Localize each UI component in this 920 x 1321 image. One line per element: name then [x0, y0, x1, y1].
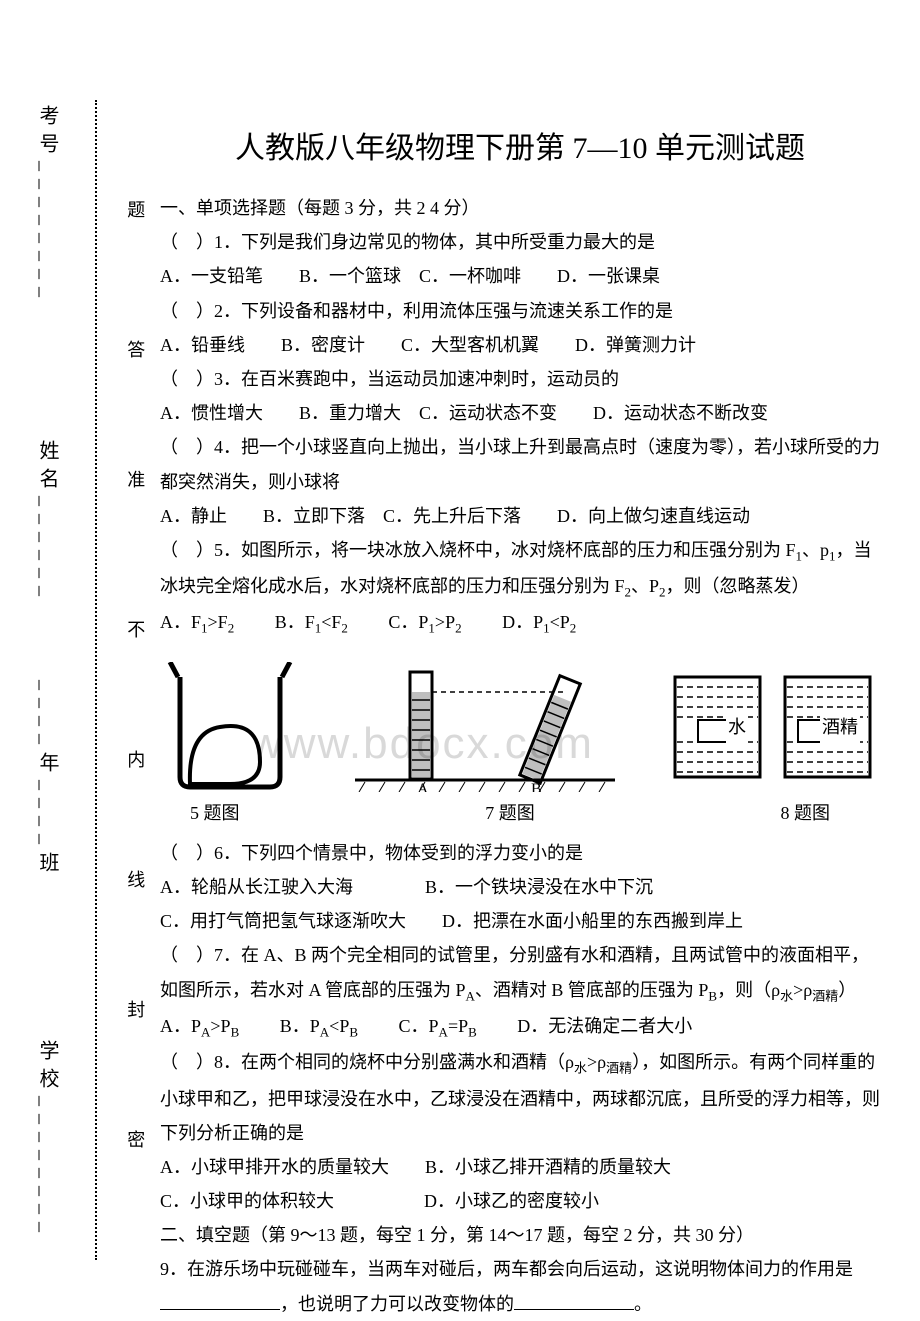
gutter-7: 密	[118, 1130, 152, 1150]
q5D2: <P	[550, 612, 570, 632]
label-examno: 考号________	[28, 105, 66, 305]
q5C: C．P	[388, 612, 428, 632]
q5B2: <F	[321, 612, 341, 632]
q8-a: （ ）8．在两个相同的烧杯中分别盛满水和酒精（ρ	[160, 1052, 574, 1072]
gutter-4: 内	[118, 750, 152, 770]
q4-opts: A．静止 B．立即下落 C．先上升后下落 D．向上做匀速直线运动	[160, 499, 880, 533]
q8-b: >ρ	[587, 1052, 606, 1072]
gutter-5: 线	[118, 870, 152, 890]
seal-line	[95, 100, 97, 1260]
q8-optsA: A．小球甲排开水的质量较大 B．小球乙排开酒精的质量较大	[160, 1150, 880, 1184]
gutter-0: 题	[118, 200, 152, 220]
q5B: B．F	[275, 612, 315, 632]
q9: 9．在游乐场中玩碰碰车，当两车对碰后，两车都会向后运动，这说明物体间力的作用是 …	[160, 1252, 880, 1320]
q5-b: 、p	[802, 540, 829, 560]
q2-opts: A．铅垂线 B．密度计 C．大型客机机翼 D．弹簧测力计	[160, 328, 880, 362]
q5D: D．P	[502, 612, 543, 632]
page-title: 人教版八年级物理下册第 7—10 单元测试题	[160, 120, 880, 177]
q9-b: ，也说明了力可以改变物体的	[280, 1294, 514, 1314]
section-1-header: 一、单项选择题（每题 3 分，共 2 4 分）	[160, 191, 880, 225]
q7-sa: 酒精	[812, 988, 838, 1003]
q5C2: >P	[435, 612, 455, 632]
gutter-1: 答	[118, 340, 152, 360]
blank-2[interactable]	[514, 1291, 634, 1310]
section-2-header: 二、填空题（第 9～13 题，每空 1 分，第 14～17 题，每空 2 分，共…	[160, 1218, 880, 1252]
text-examno: 考号	[36, 105, 58, 161]
q8-stem: （ ）8．在两个相同的烧杯中分别盛满水和酒精（ρ水>ρ酒精），如图所示。有两个同…	[160, 1045, 880, 1150]
q1-opts: A．一支铅笔 B．一个篮球 C．一杯咖啡 D．一张课桌	[160, 259, 880, 293]
q6-optsA: A．轮船从长江驶入大海 B．一个铁块浸没在水中下沉	[160, 870, 880, 904]
q7A: A．P	[160, 1016, 201, 1036]
q5-opts: A．F1>F2 B．F1<F2 C．P1>P2 D．P1<P2	[160, 605, 880, 641]
cap-5: 5 题图	[190, 796, 240, 830]
q7B2: <P	[329, 1016, 349, 1036]
fig8-alcohol: 酒精	[820, 710, 860, 744]
q7C2: =P	[448, 1016, 468, 1036]
q7C: C．P	[399, 1016, 439, 1036]
q6-optsB: C．用打气筒把氢气球逐渐吹大 D．把漂在水面小船里的东西搬到岸上	[160, 904, 880, 938]
blank-1[interactable]	[160, 1291, 280, 1310]
q6-stem: （ ）6．下列四个情景中，物体受到的浮力变小的是	[160, 836, 880, 870]
gutter-3: 不	[118, 620, 152, 640]
q3-opts: A．惯性增大 B．重力增大 C．运动状态不变 D．运动状态不断改变	[160, 396, 880, 430]
q7-sw: 水	[780, 988, 793, 1003]
text-name: 姓名	[36, 440, 58, 496]
fig-7: A B	[355, 662, 615, 792]
q5A: A．F	[160, 612, 201, 632]
fig7-label-a: A	[417, 781, 429, 792]
q5A2: >F	[208, 612, 228, 632]
fig7-label-b: B	[531, 781, 542, 792]
q8-sw: 水	[574, 1061, 587, 1076]
q7D: D．无法确定二者大小	[517, 1016, 692, 1036]
q9-a: 9．在游乐场中玩碰碰车，当两车对碰后，两车都会向后运动，这说明物体间力的作用是	[160, 1259, 853, 1279]
q4-stem: （ ）4．把一个小球竖直向上抛出，当小球上升到最高点时（速度为零），若小球所受的…	[160, 430, 880, 498]
q9-c: 。	[634, 1294, 652, 1314]
text-class: 班	[36, 852, 58, 880]
gutter-2: 准	[118, 470, 152, 490]
q5-d: 、P	[631, 576, 659, 596]
figure-captions: 5 题图 7 题图 8 题图	[160, 796, 880, 830]
q7-e: ）	[838, 980, 856, 1000]
q5-a: （ ）5．如图所示，将一块冰放入烧杯中，冰对烧杯底部的压力和压强分别为 F	[160, 540, 796, 560]
q7A2: >P	[210, 1016, 230, 1036]
q2-stem: （ ）2．下列设备和器材中，利用流体压强与流速关系工作的是	[160, 294, 880, 328]
q7-b: 、酒精对 B 管底部的压强为 P	[475, 980, 709, 1000]
q7-stem: （ ）7．在 A、B 两个完全相同的试管里，分别盛有水和酒精，且两试管中的液面相…	[160, 938, 880, 1008]
cap-7: 7 题图	[485, 796, 535, 830]
q7-d: >ρ	[793, 980, 812, 1000]
label-school: 学校________	[28, 1040, 66, 1240]
q3-stem: （ ）3．在百米赛跑中，当运动员加速冲刺时，运动员的	[160, 362, 880, 396]
q8-optsB: C．小球甲的体积较大 D．小球乙的密度较小	[160, 1184, 880, 1218]
main-content: 人教版八年级物理下册第 7—10 单元测试题 一、单项选择题（每题 3 分，共 …	[160, 120, 880, 1321]
q8-sa: 酒精	[606, 1061, 632, 1076]
cap-8: 8 题图	[781, 796, 831, 830]
text-school: 学校	[36, 1040, 58, 1096]
label-name: 姓名______	[28, 440, 66, 604]
text-year: 年	[36, 752, 58, 780]
q1-stem: （ ）1．下列是我们身边常见的物体，其中所受重力最大的是	[160, 225, 880, 259]
q5-stem: （ ）5．如图所示，将一块冰放入烧杯中，冰对烧杯底部的压力和压强分别为 F1、p…	[160, 533, 880, 606]
gutter-6: 封	[118, 1000, 152, 1020]
q7-opts: A．PA>PB B．PA<PB C．PA=PB D．无法确定二者大小	[160, 1009, 880, 1045]
fig8-water: 水	[726, 710, 748, 744]
q7B: B．P	[280, 1016, 320, 1036]
fig-5	[160, 662, 300, 792]
q5-e: ，则（忽略蒸发）	[666, 576, 810, 596]
label-class: ____年____班	[28, 680, 66, 880]
q7-c: ，则（ρ	[717, 980, 780, 1000]
figures-row: www.bdocx.com A B	[160, 652, 880, 792]
